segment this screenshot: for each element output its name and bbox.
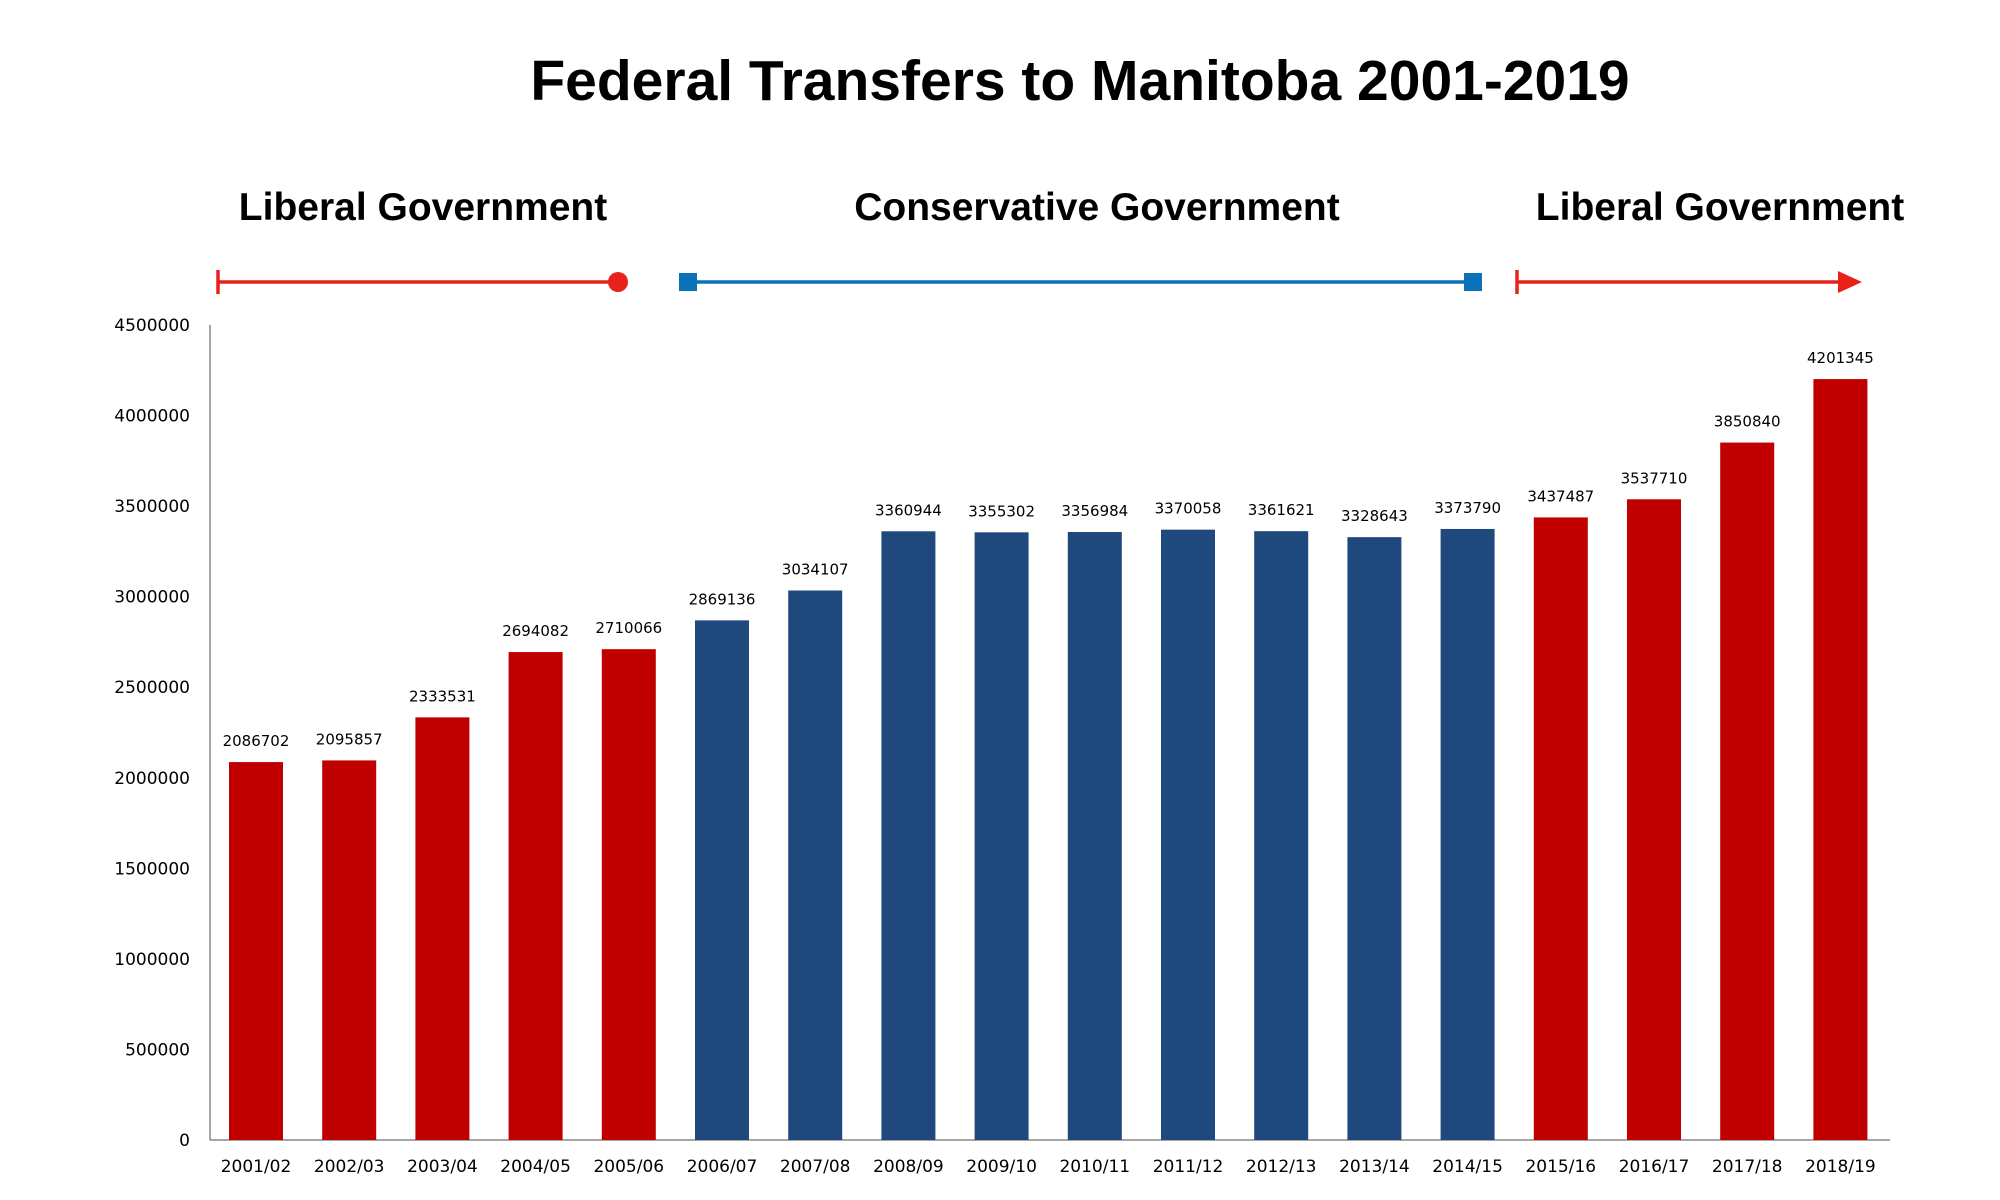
data-label: 3361621 (1248, 501, 1315, 519)
bar (1347, 537, 1402, 1140)
data-label: 3537710 (1621, 469, 1688, 487)
x-tick-label: 2007/08 (780, 1157, 851, 1177)
y-tick-label: 3500000 (114, 497, 190, 517)
x-tick-label: 2006/07 (687, 1157, 758, 1177)
data-label: 2694082 (502, 622, 569, 640)
data-label: 3328643 (1341, 507, 1408, 525)
y-tick-label: 3000000 (114, 588, 190, 608)
x-tick-label: 2003/04 (407, 1157, 478, 1177)
x-tick-label: 2001/02 (221, 1157, 292, 1177)
x-tick-label: 2010/11 (1059, 1157, 1130, 1177)
period-end-marker (608, 272, 628, 292)
data-label: 2710066 (595, 619, 662, 637)
bar (1813, 379, 1868, 1141)
bar (974, 532, 1029, 1140)
y-tick-label: 500000 (125, 1040, 190, 1060)
x-tick-label: 2013/14 (1339, 1157, 1410, 1177)
x-tick-label: 2014/15 (1432, 1157, 1503, 1177)
bar (881, 531, 936, 1140)
bar (1161, 529, 1215, 1140)
data-label: 3437487 (1527, 487, 1594, 505)
bar (1627, 499, 1681, 1141)
data-label: 3850840 (1714, 413, 1781, 431)
x-tick-label: 2002/03 (314, 1157, 385, 1177)
y-tick-label: 4000000 (114, 407, 190, 427)
government-label: Liberal Government (239, 186, 607, 229)
data-label: 2086702 (223, 732, 290, 750)
bar (1254, 531, 1309, 1140)
data-label: 2095857 (316, 730, 383, 748)
x-tick-label: 2009/10 (966, 1157, 1037, 1177)
bar (508, 652, 563, 1140)
x-tick-label: 2011/12 (1153, 1157, 1224, 1177)
data-label: 2869136 (689, 590, 756, 608)
chart-title: Federal Transfers to Manitoba 2001-2019 (530, 49, 1629, 113)
axes: 0 500000 1000000 1500000 2000000 2500000 30000… (114, 316, 1890, 1177)
data-label: 4201345 (1807, 349, 1874, 367)
period-end-marker (1464, 273, 1482, 291)
bar (788, 590, 843, 1140)
data-label: 2333531 (409, 687, 476, 705)
y-tick-label: 2500000 (114, 678, 190, 698)
government-periods: Liberal Government Conservative Governmen… (216, 186, 1904, 294)
period-end-marker (1838, 271, 1862, 293)
bar (695, 620, 749, 1140)
x-tick-label: 2015/16 (1525, 1157, 1596, 1177)
y-tick-label: 1500000 (114, 859, 190, 879)
data-label: 3370058 (1155, 500, 1222, 518)
bar (1067, 532, 1122, 1140)
y-tick-label: 4500000 (114, 316, 190, 336)
bar (229, 762, 283, 1140)
x-tick-label: 2017/18 (1712, 1157, 1783, 1177)
x-tick-label: 2004/05 (500, 1157, 571, 1177)
data-label: 3356984 (1061, 502, 1128, 520)
x-tick-label: 2016/17 (1619, 1157, 1690, 1177)
data-label: 3373790 (1434, 499, 1501, 517)
bar (601, 649, 656, 1140)
y-tick-label: 1000000 (114, 950, 190, 970)
data-label: 3034107 (782, 560, 849, 578)
government-label: Conservative Government (854, 186, 1340, 229)
y-tick-label: 0 (179, 1131, 190, 1151)
bar (322, 760, 377, 1140)
bar (415, 717, 470, 1140)
x-tick-label: 2018/19 (1805, 1157, 1876, 1177)
bars: 2086702 2095857 2333531 2694082 2710066 28691… (223, 349, 1874, 1141)
bar (1533, 517, 1588, 1140)
x-tick-label: 2012/13 (1246, 1157, 1317, 1177)
bar (1720, 442, 1775, 1141)
bar (1440, 528, 1495, 1140)
data-label: 3360944 (875, 501, 942, 519)
period-start-marker (679, 273, 697, 291)
data-label: 3355302 (968, 502, 1035, 520)
x-tick-label: 2005/06 (593, 1157, 664, 1177)
government-label: Liberal Government (1536, 186, 1904, 229)
x-tick-label: 2008/09 (873, 1157, 944, 1177)
y-tick-label: 2000000 (114, 769, 190, 789)
